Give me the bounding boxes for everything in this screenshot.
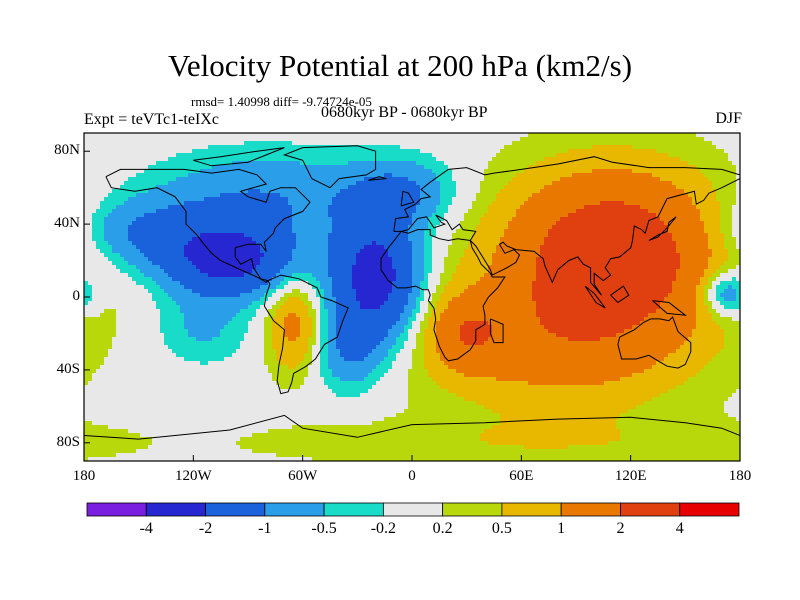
colorbar-swatch <box>679 502 740 517</box>
colorbar-label: 0.5 <box>491 520 512 537</box>
colorbar-label: -1 <box>258 520 272 537</box>
colorbar-swatch <box>501 502 562 517</box>
colorbar-label: -2 <box>198 520 213 537</box>
period-label: 0680kyr BP - 0680kyr BP <box>321 104 488 121</box>
x-tick-label: 120W <box>174 468 212 484</box>
colorbar-swatch <box>620 502 681 517</box>
colorbar-label: 0.2 <box>432 520 453 537</box>
colorbar-swatch <box>560 502 621 517</box>
x-tick-label: 60W <box>288 468 318 484</box>
stats-line: rmsd= 1.40998 diff= -9.74724e-05 <box>191 94 372 109</box>
axis-ticks <box>83 150 741 461</box>
colorbar-label: -0.5 <box>311 520 337 537</box>
colorbar <box>86 502 740 517</box>
season-label: DJF <box>715 110 742 127</box>
x-tick-label: 180 <box>728 468 752 484</box>
x-tick-label: 180 <box>72 468 96 484</box>
colorbar-label: 2 <box>616 520 625 537</box>
colorbar-label: 4 <box>675 520 684 537</box>
y-tick-label: 80N <box>54 142 80 159</box>
contour-field <box>84 133 740 461</box>
x-tick-label: 0 <box>408 468 416 484</box>
y-tick-label: 0 <box>72 288 81 304</box>
colorbar-label: -4 <box>139 520 153 537</box>
y-tick-label: 40N <box>54 215 80 232</box>
x-tick-label: 60E <box>509 468 534 484</box>
y-tick-label: 40S <box>56 360 80 377</box>
colorbar-label: 1 <box>557 520 566 537</box>
colorbar-swatch <box>264 502 325 517</box>
x-tick-label: 120E <box>614 468 647 484</box>
y-tick-label: 80S <box>56 433 80 450</box>
chart-title: Velocity Potential at 200 hPa (km2/s) <box>167 48 633 83</box>
coastlines <box>84 145 740 440</box>
colorbar-swatch <box>382 502 444 517</box>
experiment-label: Expt = teVTc1-teIXc <box>84 111 219 128</box>
colorbar-swatch <box>442 502 503 517</box>
colorbar-swatch <box>205 502 266 517</box>
colorbar-swatch <box>145 502 206 517</box>
colorbar-label: -0.2 <box>370 520 397 537</box>
colorbar-swatch <box>323 502 384 517</box>
colorbar-swatch <box>86 502 147 517</box>
